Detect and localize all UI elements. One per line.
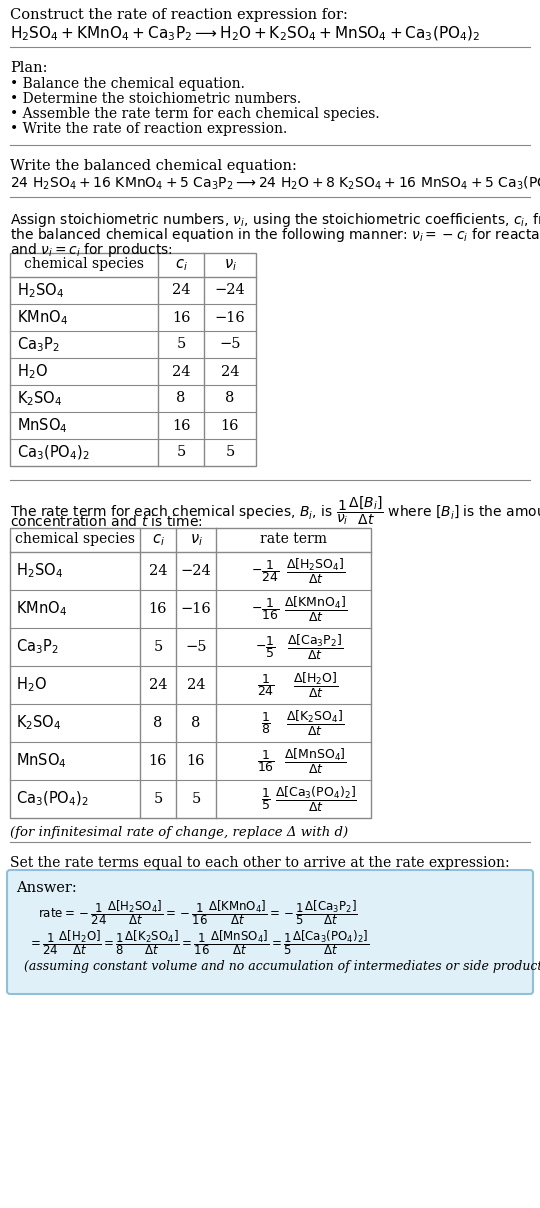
Text: $\mathrm{H_2SO_4 + KMnO_4 + Ca_3P_2 \longrightarrow H_2O + K_2SO_4 + MnSO_4 + Ca: $\mathrm{H_2SO_4 + KMnO_4 + Ca_3P_2 \lon… [10,25,481,43]
Text: 5: 5 [153,640,163,654]
Text: Write the balanced chemical equation:: Write the balanced chemical equation: [10,159,297,173]
Text: 24: 24 [187,678,205,692]
Text: 16: 16 [172,418,190,432]
Bar [10,528,371,818]
Text: $\dfrac{1}{5}$: $\dfrac{1}{5}$ [260,786,271,812]
Text: −16: −16 [214,310,245,325]
Text: 16: 16 [221,418,239,432]
Text: $\dfrac{\Delta[\mathrm{Ca_3(PO_4)_2}]}{\Delta t}$: $\dfrac{\Delta[\mathrm{Ca_3(PO_4)_2}]}{\… [274,784,356,813]
Text: $\mathrm{H_2O}$: $\mathrm{H_2O}$ [17,362,48,381]
Text: $\dfrac{1}{24}$: $\dfrac{1}{24}$ [256,672,274,698]
Text: $\dfrac{\Delta[\mathrm{MnSO_4}]}{\Delta t}$: $\dfrac{\Delta[\mathrm{MnSO_4}]}{\Delta … [284,747,347,776]
Text: chemical species: chemical species [15,532,135,546]
Text: (for infinitesimal rate of change, replace Δ with d): (for infinitesimal rate of change, repla… [10,826,348,840]
Text: • Write the rate of reaction expression.: • Write the rate of reaction expression. [10,122,287,137]
Text: $-\dfrac{1}{16}$: $-\dfrac{1}{16}$ [251,596,280,622]
Text: Construct the rate of reaction expression for:: Construct the rate of reaction expressio… [10,8,348,22]
Text: $\mathrm{Ca_3P_2}$: $\mathrm{Ca_3P_2}$ [16,638,59,656]
Text: Assign stoichiometric numbers, $\nu_i$, using the stoichiometric coefficients, $: Assign stoichiometric numbers, $\nu_i$, … [10,211,540,230]
Text: −16: −16 [180,602,211,616]
Text: $\mathrm{24\ H_2SO_4 + 16\ KMnO_4 + 5\ Ca_3P_2 \longrightarrow 24\ H_2O + 8\ K_2: $\mathrm{24\ H_2SO_4 + 16\ KMnO_4 + 5\ C… [10,175,540,192]
Text: • Balance the chemical equation.: • Balance the chemical equation. [10,77,245,91]
Text: 24: 24 [172,284,190,297]
Text: 16: 16 [187,754,205,768]
FancyBboxPatch shape [7,870,533,994]
Text: $\dfrac{\Delta[\mathrm{H_2O}]}{\Delta t}$: $\dfrac{\Delta[\mathrm{H_2O}]}{\Delta t}… [293,670,338,699]
Text: $\mathrm{rate} = -\dfrac{1}{24}\dfrac{\Delta[\mathrm{H_2SO_4}]}{\Delta t}= -\dfr: $\mathrm{rate} = -\dfrac{1}{24}\dfrac{\D… [38,898,358,927]
Text: $\dfrac{1}{8}$: $\dfrac{1}{8}$ [260,710,271,736]
Text: Answer:: Answer: [16,881,77,895]
Text: −24: −24 [214,284,245,297]
Text: −24: −24 [180,564,211,577]
Text: $\nu_i$: $\nu_i$ [190,532,202,547]
Text: $\mathrm{K_2SO_4}$: $\mathrm{K_2SO_4}$ [16,714,62,732]
Text: $\mathrm{MnSO_4}$: $\mathrm{MnSO_4}$ [17,416,68,435]
Text: 8: 8 [191,716,201,730]
Text: $\mathrm{K_2SO_4}$: $\mathrm{K_2SO_4}$ [17,389,63,408]
Text: $\mathrm{H_2SO_4}$: $\mathrm{H_2SO_4}$ [17,281,64,300]
Text: $\mathrm{H_2SO_4}$: $\mathrm{H_2SO_4}$ [16,562,63,580]
Text: 8: 8 [153,716,163,730]
Text: rate term: rate term [260,532,327,546]
Text: $-\dfrac{1}{24}$: $-\dfrac{1}{24}$ [251,558,280,583]
Text: $\mathrm{MnSO_4}$: $\mathrm{MnSO_4}$ [16,751,67,771]
Text: Plan:: Plan: [10,60,48,75]
Text: 24: 24 [148,678,167,692]
Text: • Determine the stoichiometric numbers.: • Determine the stoichiometric numbers. [10,92,301,106]
Text: 16: 16 [148,754,167,768]
Text: $\dfrac{\Delta[\mathrm{K_2SO_4}]}{\Delta t}$: $\dfrac{\Delta[\mathrm{K_2SO_4}]}{\Delta… [286,709,345,738]
Text: 16: 16 [148,602,167,616]
Text: $\dfrac{\Delta[\mathrm{KMnO_4}]}{\Delta t}$: $\dfrac{\Delta[\mathrm{KMnO_4}]}{\Delta … [284,594,347,623]
Text: $= \dfrac{1}{24}\dfrac{\Delta[\mathrm{H_2O}]}{\Delta t}= \dfrac{1}{8}\dfrac{\Del: $= \dfrac{1}{24}\dfrac{\Delta[\mathrm{H_… [28,928,369,957]
Text: 5: 5 [177,446,186,459]
Text: $\mathrm{H_2O}$: $\mathrm{H_2O}$ [16,675,47,695]
Text: $\mathrm{Ca_3P_2}$: $\mathrm{Ca_3P_2}$ [17,335,59,354]
Text: 8: 8 [225,391,235,406]
Text: −5: −5 [185,640,207,654]
Text: 5: 5 [191,792,201,806]
Text: concentration and $t$ is time:: concentration and $t$ is time: [10,513,202,529]
Text: $c_i$: $c_i$ [174,257,187,273]
Text: (assuming constant volume and no accumulation of intermediates or side products): (assuming constant volume and no accumul… [24,960,540,972]
Text: 8: 8 [177,391,186,406]
Text: 24: 24 [172,365,190,378]
Text: $\dfrac{\Delta[\mathrm{Ca_3P_2}]}{\Delta t}$: $\dfrac{\Delta[\mathrm{Ca_3P_2}]}{\Delta… [287,633,343,662]
Text: • Assemble the rate term for each chemical species.: • Assemble the rate term for each chemic… [10,108,380,121]
Text: Set the rate terms equal to each other to arrive at the rate expression:: Set the rate terms equal to each other t… [10,856,510,870]
Text: 24: 24 [148,564,167,577]
Text: and $\nu_i = c_i$ for products:: and $\nu_i = c_i$ for products: [10,242,173,259]
Text: $\dfrac{1}{16}$: $\dfrac{1}{16}$ [256,748,274,774]
Bar [10,252,256,466]
Text: 5: 5 [177,337,186,352]
Text: $\dfrac{\Delta[\mathrm{H_2SO_4}]}{\Delta t}$: $\dfrac{\Delta[\mathrm{H_2SO_4}]}{\Delta… [286,557,345,586]
Text: 24: 24 [221,365,239,378]
Text: −5: −5 [219,337,241,352]
Text: the balanced chemical equation in the following manner: $\nu_i = -c_i$ for react: the balanced chemical equation in the fo… [10,226,540,244]
Text: 5: 5 [153,792,163,806]
Text: 16: 16 [172,310,190,325]
Text: The rate term for each chemical species, $B_i$, is $\dfrac{1}{\nu_i}\dfrac{\Delt: The rate term for each chemical species,… [10,494,540,527]
Text: 5: 5 [225,446,234,459]
Text: $\mathrm{Ca_3(PO_4)_2}$: $\mathrm{Ca_3(PO_4)_2}$ [16,790,89,808]
Text: $\mathrm{Ca_3(PO_4)_2}$: $\mathrm{Ca_3(PO_4)_2}$ [17,443,90,461]
Text: chemical species: chemical species [24,257,144,271]
Text: $\nu_i$: $\nu_i$ [224,257,237,273]
Text: $c_i$: $c_i$ [152,532,164,547]
Text: $\mathrm{KMnO_4}$: $\mathrm{KMnO_4}$ [17,308,68,327]
Text: $\mathrm{KMnO_4}$: $\mathrm{KMnO_4}$ [16,599,67,618]
Text: $-\dfrac{1}{5}$: $-\dfrac{1}{5}$ [255,634,276,660]
